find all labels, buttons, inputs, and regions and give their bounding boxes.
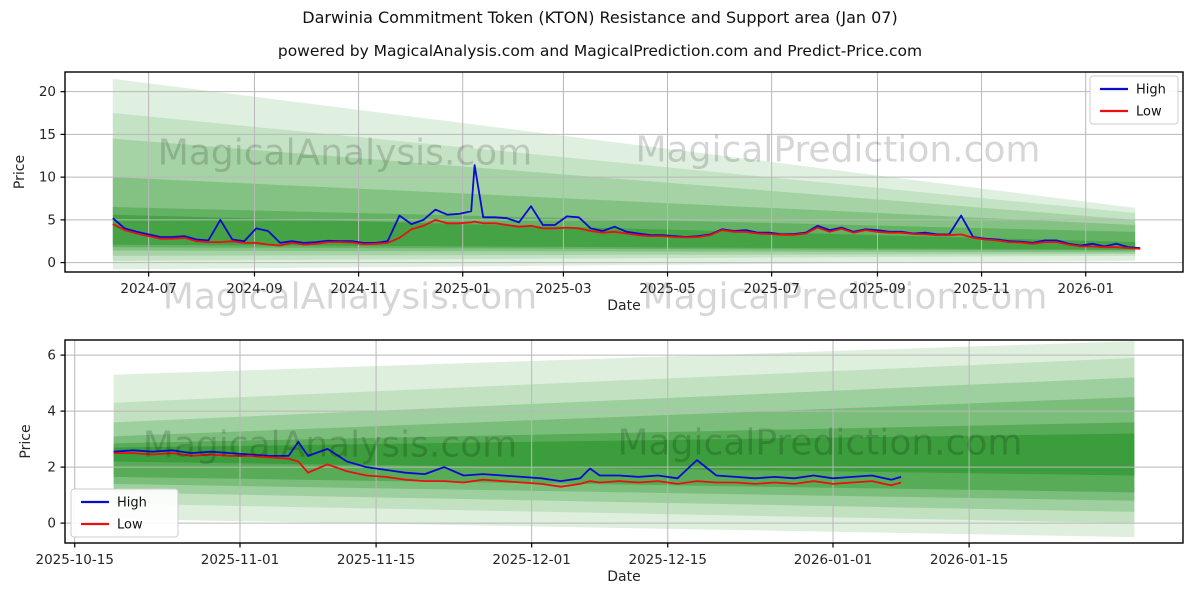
- resistance-support-band: [112, 113, 1136, 261]
- y-tick-label: 5: [47, 212, 56, 228]
- y-tick-label: 0: [47, 255, 56, 271]
- x-tick-label: 2025-07: [743, 281, 799, 297]
- resistance-support-band: [112, 177, 1136, 253]
- y-tick-label: 20: [39, 84, 56, 100]
- resistance-support-band: [112, 138, 1136, 256]
- x-tick-label: 2026-01-01: [794, 552, 872, 568]
- plot-border: [64, 71, 1184, 273]
- y-axis-label: Price: [12, 155, 28, 189]
- x-tick-label: 2025-05: [639, 281, 695, 297]
- bottom-chart: 0 2 4 6 2025-10-15 2025-11-01 2025-11-15 2025-1…: [18, 339, 1184, 585]
- y-tick-label: 6: [47, 348, 56, 364]
- legend-low-label: Low: [117, 518, 143, 533]
- x-tick-label: 2026-01: [1058, 281, 1114, 297]
- legend: High Low: [70, 488, 179, 538]
- resistance-support-band: [112, 78, 1136, 270]
- x-tick-label: 2024-07: [120, 281, 176, 297]
- resistance-support-band: [112, 207, 1136, 251]
- x-tick-label: 2025-11-15: [337, 552, 415, 568]
- x-tick-label: 2025-11-01: [201, 552, 279, 568]
- top-chart: 0 5 10 15 20 2024-07 2024-09 2024-11 2025-01 2025…: [12, 71, 1184, 314]
- chart-title: Darwinia Commitment Token (KTON) Resista…: [302, 8, 898, 27]
- x-axis-label: Date: [607, 298, 640, 314]
- legend-low-label: Low: [1136, 105, 1162, 120]
- legend-high-label: High: [1136, 83, 1166, 98]
- x-tick-label: 2025-11: [953, 281, 1009, 297]
- legend-high-label: High: [117, 496, 147, 511]
- y-tick-label: 10: [39, 170, 56, 186]
- y-tick-label: 4: [47, 404, 56, 420]
- low-series-line: [113, 452, 902, 488]
- x-tick-label: 2025-03: [535, 281, 591, 297]
- y-tick-label: 0: [47, 516, 56, 532]
- x-tick-label: 2025-10-15: [35, 552, 113, 568]
- x-tick-label: 2025-09: [849, 281, 905, 297]
- high-series-line: [112, 164, 1141, 249]
- y-axis-label: Price: [18, 424, 34, 458]
- x-tick-label: 2025-12-01: [492, 552, 570, 568]
- resistance-support-band: [113, 433, 1135, 476]
- y-tick-label: 2: [47, 460, 56, 476]
- y-tick-label: 15: [39, 127, 56, 143]
- high-series-line: [113, 440, 902, 483]
- plot-border: [64, 339, 1184, 544]
- resistance-support-band: [113, 341, 1135, 538]
- x-tick-label: 2024-09: [226, 281, 282, 297]
- legend: High Low: [1089, 75, 1179, 125]
- chart-subtitle: powered by MagicalAnalysis.com and Magic…: [277, 42, 923, 60]
- x-tick-label: 2025-01: [434, 281, 490, 297]
- x-tick-label: 2026-01-15: [930, 552, 1008, 568]
- x-tick-label: 2025-12-15: [629, 552, 707, 568]
- low-series-line: [112, 218, 1141, 250]
- x-axis-label: Date: [607, 569, 640, 585]
- x-tick-label: 2024-11: [330, 281, 386, 297]
